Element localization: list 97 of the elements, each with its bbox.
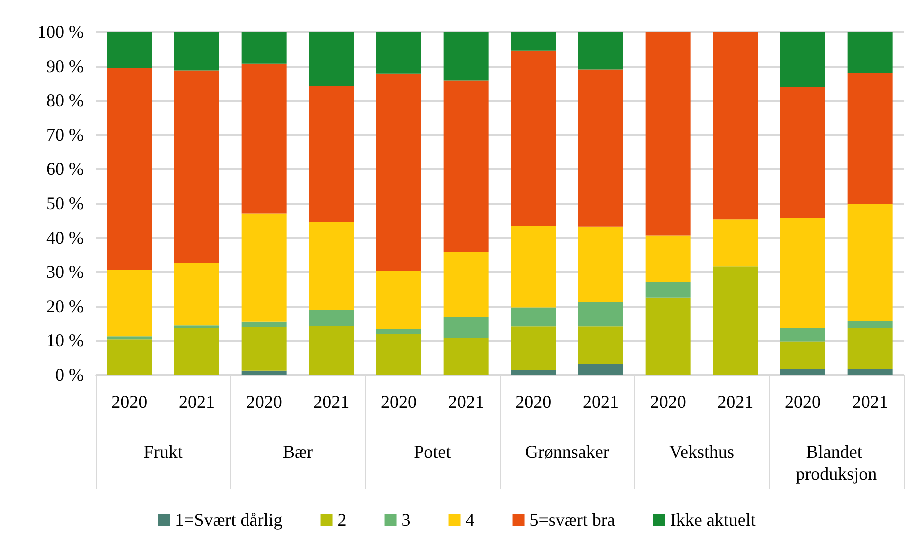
bar <box>444 252 489 318</box>
bar <box>578 326 624 364</box>
legend-label: 2 <box>338 510 347 530</box>
bar <box>511 370 556 375</box>
bar <box>713 266 758 375</box>
bar <box>646 282 691 298</box>
bar <box>511 226 556 308</box>
bar <box>848 328 893 370</box>
bar <box>848 32 893 74</box>
y-tick-label: 30 % <box>46 262 84 282</box>
y-tick-label: 80 % <box>46 90 84 111</box>
bar <box>444 80 489 252</box>
bar <box>309 310 354 326</box>
text: Blandet produksjon <box>796 442 878 484</box>
y-tick-label: 20 % <box>46 296 84 316</box>
text: Bær <box>282 442 314 462</box>
bar <box>309 86 354 222</box>
legend-label: 5=svært bra <box>530 510 616 530</box>
bar <box>242 370 287 375</box>
bar <box>376 334 422 375</box>
bar <box>848 321 893 328</box>
bar <box>578 70 624 227</box>
bar <box>511 32 556 51</box>
x-tick-label: 2021 <box>583 392 619 412</box>
bar <box>511 50 556 226</box>
text: Veksthus <box>669 442 735 462</box>
bar <box>309 326 354 375</box>
bar <box>713 32 758 220</box>
bar <box>780 370 826 375</box>
y-tick-label: 60 % <box>46 159 84 180</box>
bar <box>511 326 556 370</box>
bar <box>309 32 354 87</box>
bar <box>848 73 893 205</box>
x-tick-label: 2020 <box>381 392 417 412</box>
bar <box>646 298 691 375</box>
y-tick-label: 40 % <box>46 228 84 248</box>
x-tick-label: 2020 <box>650 392 686 412</box>
bar <box>174 264 220 326</box>
text: Grønnsaker <box>525 442 610 462</box>
bar <box>848 370 893 375</box>
bar <box>713 220 758 267</box>
bar <box>107 68 152 270</box>
x-tick-label: 2021 <box>179 392 215 412</box>
bar <box>242 322 287 327</box>
text: Frukt <box>144 442 183 462</box>
bar <box>242 32 287 64</box>
bar <box>107 340 152 375</box>
bar <box>646 236 691 282</box>
bar <box>780 32 826 88</box>
y-tick-label: 50 % <box>46 194 84 214</box>
bar <box>107 270 152 337</box>
bar <box>174 328 220 375</box>
x-tick-label: 2021 <box>718 392 754 412</box>
bar <box>309 222 354 310</box>
legend-label: Ikke aktuelt <box>670 510 756 530</box>
bar <box>578 302 624 327</box>
bar <box>511 308 556 327</box>
x-tick-label: 2020 <box>785 392 821 412</box>
bar <box>107 32 152 68</box>
bar <box>376 271 422 330</box>
bar <box>174 326 220 328</box>
bar <box>444 338 489 375</box>
x-tick-label: 2021 <box>852 392 888 412</box>
bar <box>107 336 152 340</box>
x-tick-label: 2020 <box>516 392 552 412</box>
bar <box>780 328 826 342</box>
bar <box>174 32 220 71</box>
x-tick-label: 2021 <box>448 392 484 412</box>
bar <box>242 64 287 214</box>
y-tick-label: 0 % <box>56 365 84 385</box>
x-tick-label: 2021 <box>314 392 350 412</box>
bar <box>376 32 422 74</box>
bar <box>578 226 624 302</box>
y-tick-label: 90 % <box>46 56 84 76</box>
bar <box>444 32 489 81</box>
x-tick-label: 2020 <box>112 392 148 412</box>
y-tick-label: 70 % <box>46 124 84 145</box>
bar <box>848 204 893 322</box>
legend-label: 1=Svært dårlig <box>175 510 283 530</box>
legend-label: 3 <box>402 510 411 530</box>
bar <box>242 326 287 371</box>
bar <box>578 32 624 70</box>
y-tick-label: 10 % <box>46 330 84 351</box>
bar <box>780 342 826 370</box>
text: Potet <box>414 442 452 462</box>
y-tick-label: 100 % <box>38 22 84 42</box>
bar <box>444 317 489 338</box>
x-tick-label: 2020 <box>246 392 282 412</box>
bar <box>174 70 220 264</box>
bar <box>376 329 422 334</box>
bar <box>578 364 624 375</box>
bar <box>780 218 826 328</box>
bar <box>376 74 422 272</box>
legend-label: 4 <box>466 510 475 530</box>
bar <box>780 87 826 218</box>
bar <box>646 32 691 236</box>
bar <box>242 214 287 322</box>
